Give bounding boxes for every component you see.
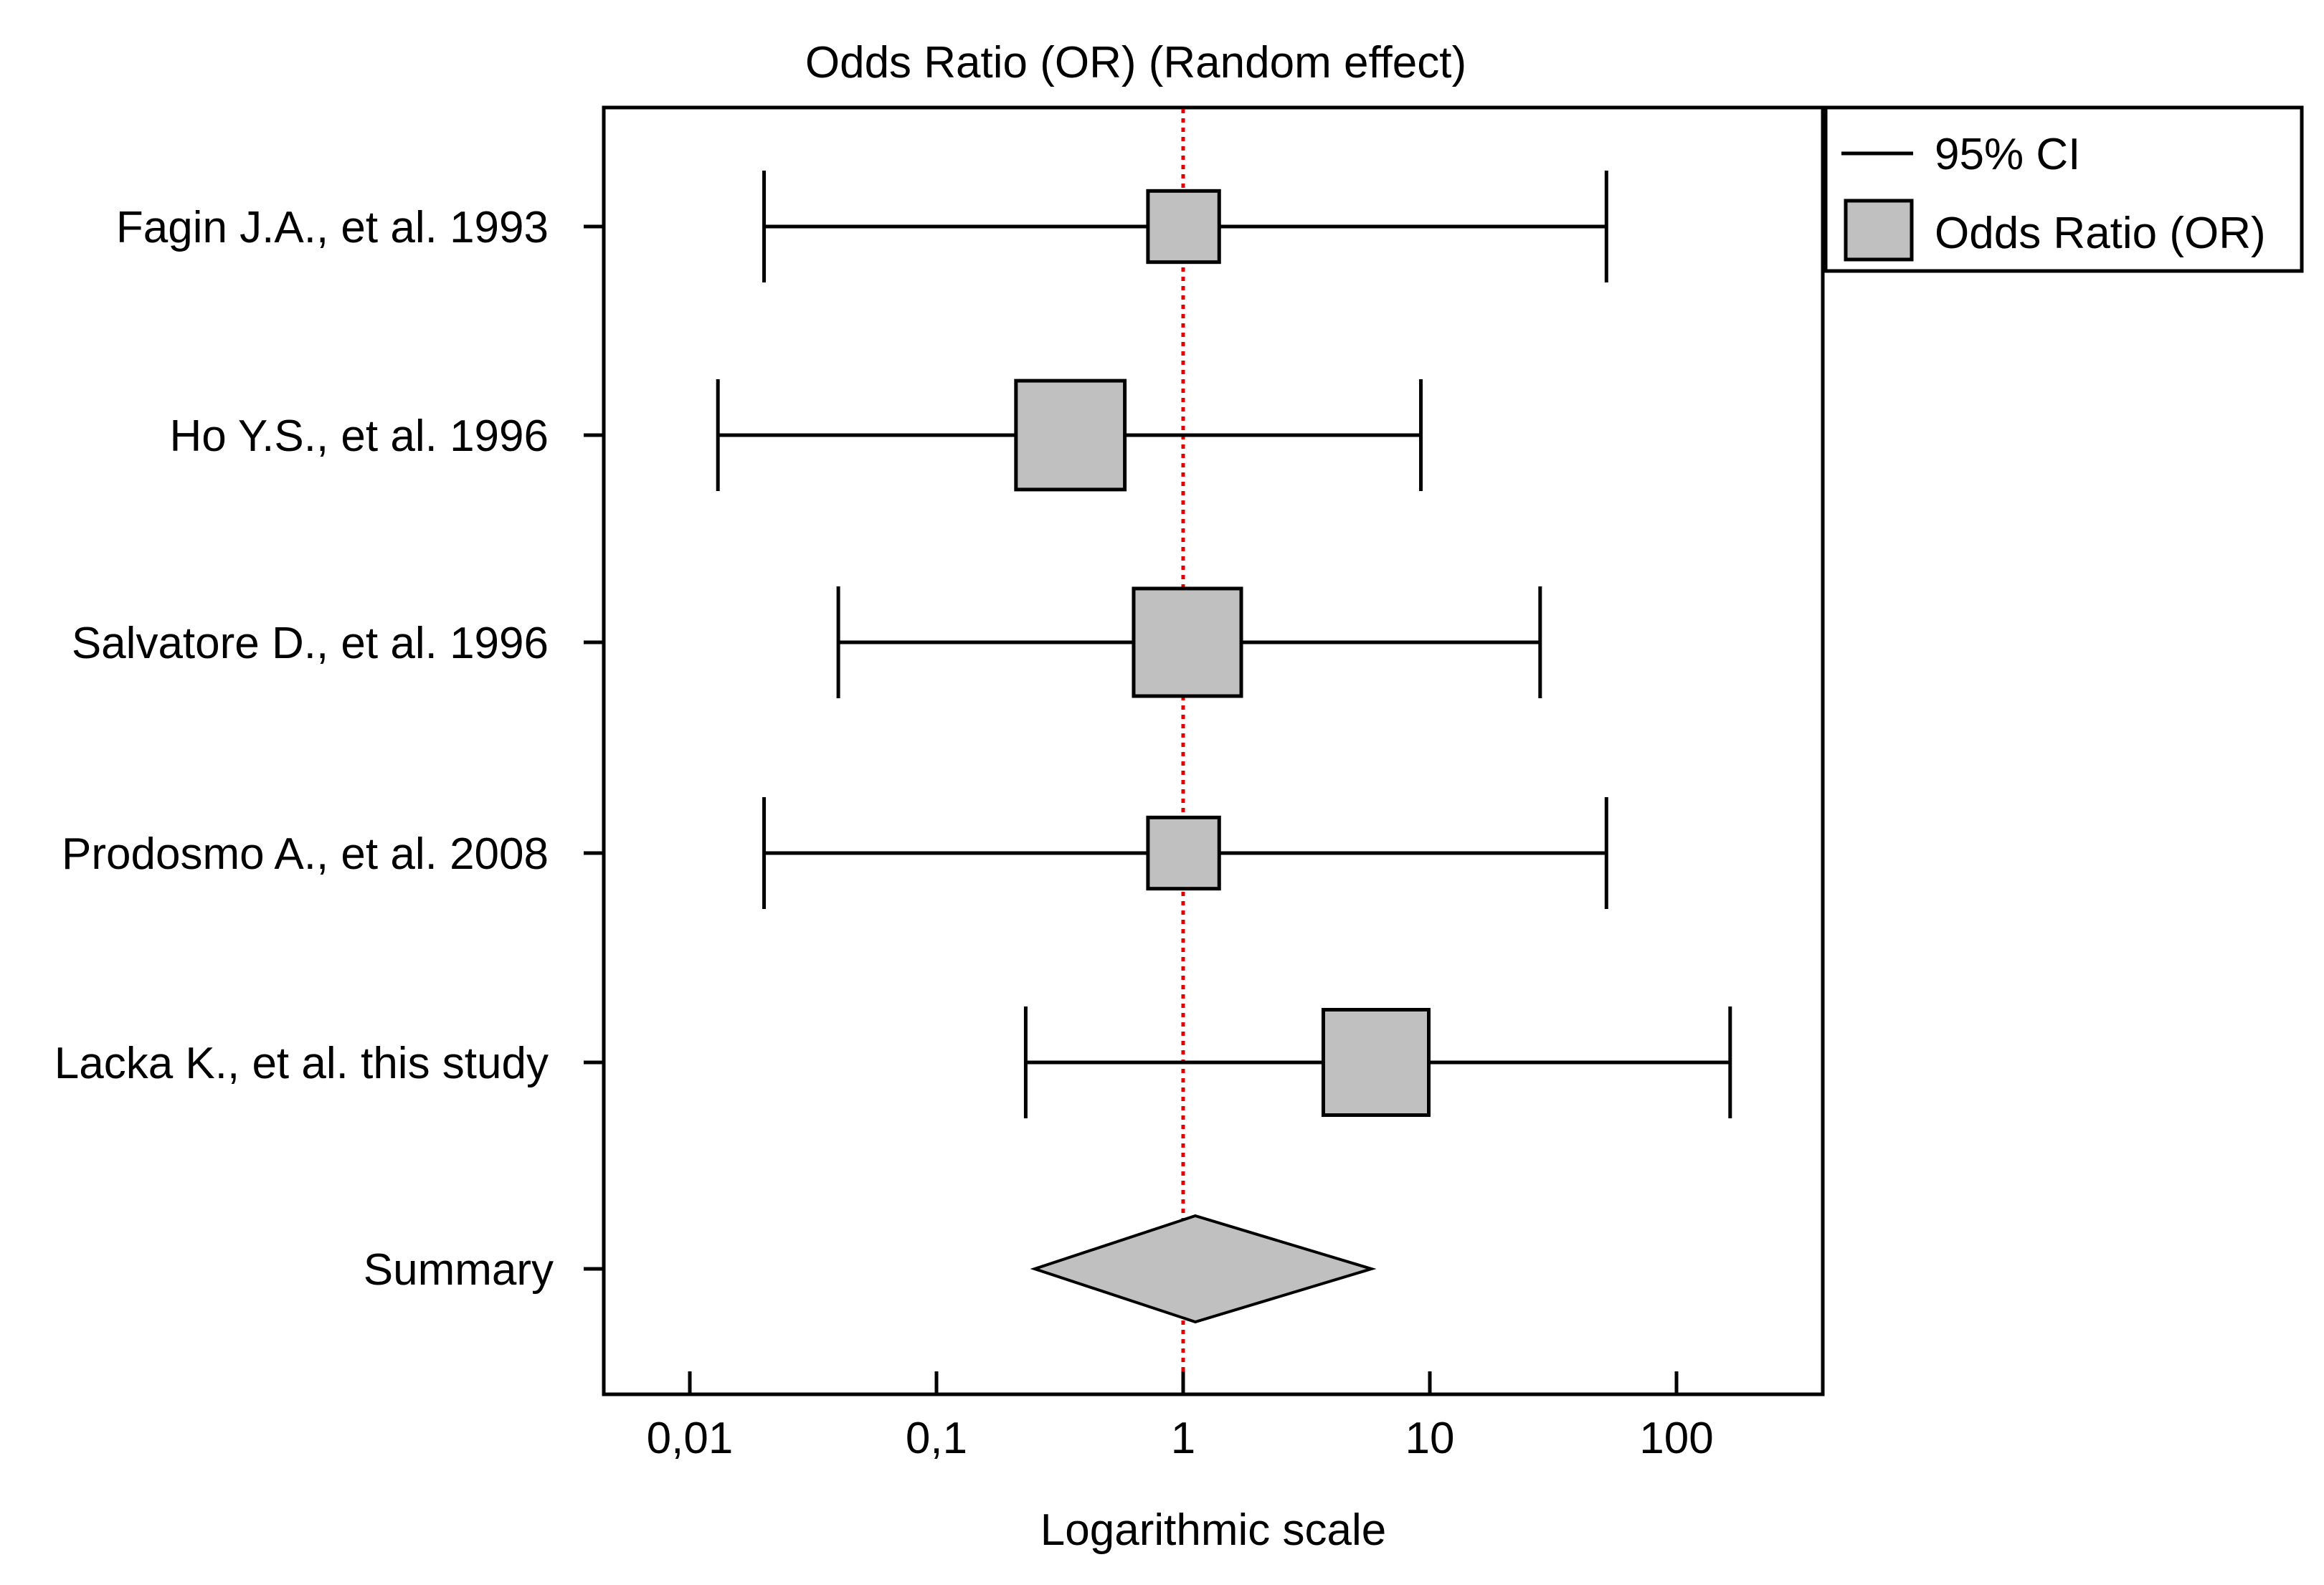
- study-label: Fagin J.A., et al. 1993: [116, 203, 549, 252]
- study-label: Salvatore D., et al. 1996: [72, 619, 549, 668]
- plot-frame: [602, 105, 1825, 1396]
- x-tick-label: 0,1: [906, 1414, 967, 1463]
- x-tick-label: 0,01: [647, 1414, 734, 1463]
- legend-or-box-icon: [1844, 199, 1914, 262]
- study-label: Lacka K., et al. this study: [54, 1039, 549, 1088]
- summary-label: Summary: [364, 1245, 554, 1295]
- x-tick-label: 10: [1405, 1414, 1455, 1463]
- summary-diamond: [1030, 1214, 1377, 1324]
- or-box: [1146, 189, 1221, 265]
- chart-title: Odds Ratio (OR) (Random effect): [805, 38, 1466, 87]
- or-box: [1132, 586, 1243, 698]
- or-box: [1146, 815, 1221, 891]
- study-label: Ho Y.S., et al. 1996: [169, 411, 549, 461]
- legend: 95% CI Odds Ratio (OR): [1823, 105, 2304, 273]
- or-box: [1014, 379, 1127, 492]
- legend-ci-label: 95% CI: [1935, 130, 2080, 179]
- x-tick-label: 100: [1639, 1414, 1713, 1463]
- x-axis-label: Logarithmic scale: [1040, 1505, 1386, 1555]
- study-label: Prodosmo A., et al. 2008: [62, 829, 549, 879]
- legend-or-label: Odds Ratio (OR): [1935, 209, 2266, 258]
- x-tick-label: 1: [1171, 1414, 1195, 1463]
- or-box: [1321, 1007, 1431, 1118]
